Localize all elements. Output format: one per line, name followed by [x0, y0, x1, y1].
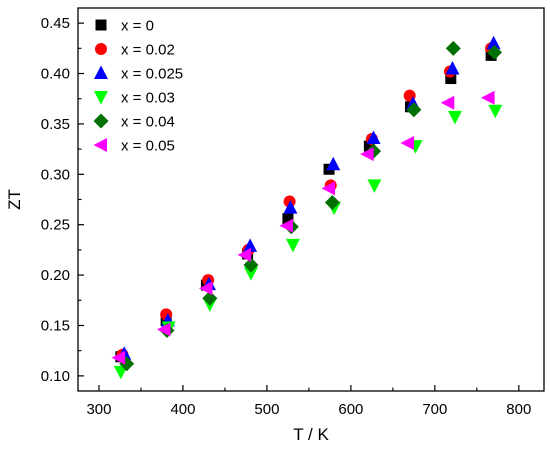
- legend-label: x = 0.03: [121, 90, 175, 107]
- y-tick-label: 0.45: [41, 15, 70, 32]
- data-point: [283, 200, 298, 214]
- data-point: [243, 267, 258, 281]
- y-axis-label: ZT: [5, 189, 24, 210]
- data-point: [243, 238, 258, 252]
- data-point: [486, 44, 502, 60]
- data-point: [113, 365, 128, 380]
- data-point: [202, 290, 218, 306]
- data-point: [400, 136, 414, 151]
- series-4: [119, 40, 502, 372]
- data-point: [367, 179, 382, 193]
- series-2: [117, 35, 501, 360]
- legend: x = 0 x = 0.02 x = 0.025 x = 0.03 x = 0.04 x …: [93, 18, 183, 155]
- data-point: [447, 110, 462, 125]
- legend-label: x = 0.04: [121, 114, 175, 131]
- y-tick-label: 0.40: [41, 66, 70, 83]
- plot-layer: [111, 35, 503, 380]
- data-point: [198, 281, 213, 296]
- legend-marker: [95, 43, 107, 55]
- data-point: [321, 181, 336, 196]
- data-point: [488, 104, 503, 119]
- axis-layer: 300 400 500 600 700 800 0.10 0.15 0.20 0.25 0.30 0.…: [41, 15, 532, 418]
- legend-marker: [95, 19, 107, 31]
- legend-label: x = 0.02: [121, 42, 175, 59]
- legend-marker: [93, 138, 107, 152]
- legend-marker: [94, 91, 108, 105]
- data-point: [481, 90, 495, 105]
- y-tick-label: 0.30: [41, 166, 70, 183]
- legend-marker: [93, 113, 109, 129]
- x-axis-label: T / K: [293, 425, 329, 444]
- y-tick-label: 0.25: [41, 217, 70, 234]
- x-tick-label: 500: [254, 401, 279, 418]
- y-tick-label: 0.35: [41, 116, 70, 133]
- data-point: [445, 60, 460, 75]
- x-tick-label: 700: [422, 401, 447, 418]
- data-point: [237, 247, 252, 262]
- x-tick-label: 600: [338, 401, 363, 418]
- legend-label: x = 0: [121, 18, 154, 35]
- data-point: [156, 322, 171, 337]
- legend-marker: [94, 65, 108, 79]
- x-tick-label: 400: [170, 401, 195, 418]
- x-tick-label: 800: [506, 401, 531, 418]
- data-point: [445, 73, 457, 85]
- series-5: [111, 90, 495, 365]
- data-point: [282, 213, 294, 225]
- y-tick-label: 0.20: [41, 267, 70, 284]
- data-point: [111, 350, 126, 365]
- data-point: [486, 35, 501, 50]
- y-tick-label: 0.15: [41, 317, 70, 334]
- data-point: [363, 140, 375, 152]
- x-tick-label: 300: [86, 401, 111, 418]
- legend-label: x = 0.05: [121, 138, 175, 155]
- y-tick-label: 0.10: [41, 368, 70, 385]
- data-point: [440, 95, 455, 110]
- data-point: [285, 238, 300, 253]
- data-point: [243, 257, 259, 273]
- data-point: [279, 218, 294, 233]
- legend-label: x = 0.025: [121, 66, 183, 83]
- data-point: [445, 40, 461, 56]
- data-point: [326, 156, 341, 171]
- data-point: [324, 195, 340, 211]
- data-point: [366, 130, 381, 145]
- data-point: [360, 147, 374, 162]
- data-point: [406, 102, 422, 118]
